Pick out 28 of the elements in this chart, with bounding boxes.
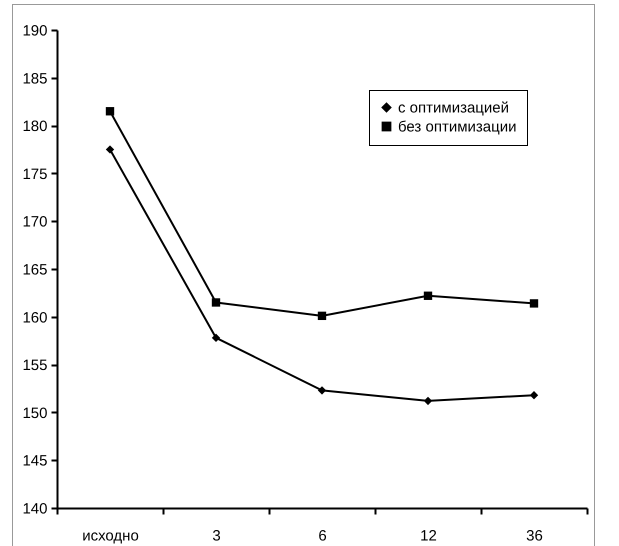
- point: [106, 145, 114, 154]
- point: [212, 334, 220, 342]
- legend-label: с оптимизацией: [398, 100, 509, 116]
- point: [530, 391, 538, 400]
- x-tick-label: 3: [212, 528, 221, 544]
- y-tick-label: 165: [22, 262, 48, 278]
- x-tick-label: исходно: [82, 528, 139, 544]
- y-tick-label: 140: [22, 500, 48, 518]
- point: [424, 292, 432, 300]
- y-tick-label: 185: [22, 70, 48, 88]
- point: [212, 298, 220, 307]
- x-tick-label: 6: [318, 528, 327, 544]
- point: [424, 396, 432, 406]
- y-tick-label: 155: [22, 357, 48, 374]
- point: [106, 107, 114, 116]
- x-tick-label: 36: [526, 528, 543, 544]
- point: [530, 299, 538, 308]
- y-tick-label: 145: [22, 452, 48, 470]
- y-tick-label: 175: [22, 166, 48, 183]
- legend-label: без оптимизации: [398, 118, 516, 136]
- y-tick-label: 180: [22, 118, 48, 136]
- y-tick-label: 170: [22, 214, 48, 231]
- x-tick-label: 12: [420, 528, 437, 544]
- point: [318, 386, 326, 395]
- point: [318, 312, 326, 320]
- y-tick-label: 150: [22, 404, 48, 422]
- y-tick-label: 160: [22, 309, 48, 326]
- y-tick-label: 190: [22, 22, 48, 40]
